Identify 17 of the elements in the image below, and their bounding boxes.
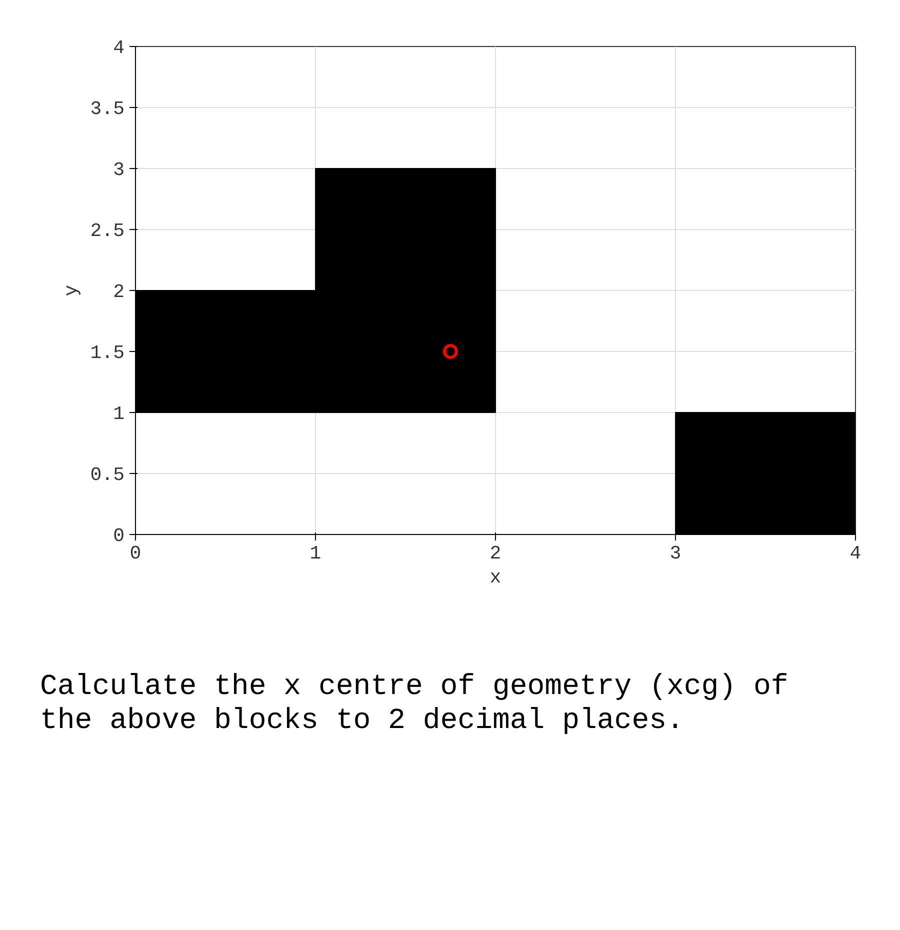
y-tick-label: 4 bbox=[113, 37, 125, 59]
y-tick-label: 3.5 bbox=[90, 98, 125, 120]
y-axis-title: y bbox=[60, 284, 82, 296]
y-tick-label: 0.5 bbox=[90, 464, 125, 486]
x-tick-label: 2 bbox=[490, 542, 502, 564]
text: Calculate the x centre of geometry (xcg) of the above blocks to 2 decimal places. bbox=[40, 670, 790, 738]
x-tick-label: 1 bbox=[310, 542, 322, 564]
y-tick-label: 0 bbox=[113, 525, 125, 547]
x-axis-title: x bbox=[490, 566, 502, 588]
y-tick-label: 2.5 bbox=[90, 220, 125, 242]
x-tick-label: 3 bbox=[670, 542, 682, 564]
y-tick-label: 1 bbox=[113, 403, 125, 425]
x-tick-label: 0 bbox=[130, 542, 142, 564]
x-tick-label: 4 bbox=[850, 542, 862, 564]
y-tick-label: 1.5 bbox=[90, 342, 125, 364]
y-tick-label: 3 bbox=[113, 159, 125, 181]
y-tick-label: 2 bbox=[113, 281, 125, 303]
